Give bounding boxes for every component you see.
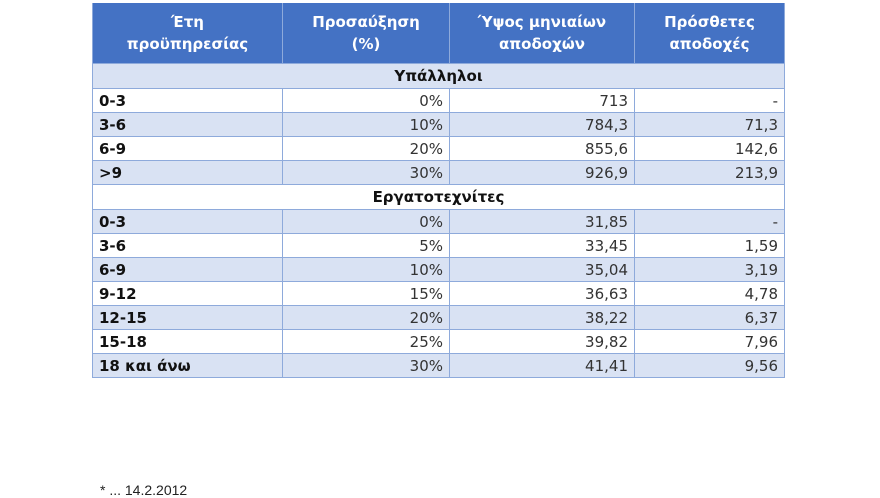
monthly-cell: 36,63 xyxy=(449,281,635,306)
header-additional-pay: Πρόσθετες αποδοχές xyxy=(634,3,785,64)
increase-cell: 5% xyxy=(282,233,450,258)
years-cell: 12-15 xyxy=(92,305,283,330)
monthly-cell: 855,6 xyxy=(449,136,635,161)
years-cell: 6-9 xyxy=(92,257,283,282)
additional-cell: 6,37 xyxy=(634,305,785,330)
table-row: 12-15 20% 38,22 6,37 xyxy=(92,305,785,330)
header-increase: Προσαύξηση (%) xyxy=(282,3,450,64)
additional-cell: 3,19 xyxy=(634,257,785,282)
increase-cell: 25% xyxy=(282,329,450,354)
years-cell: 0-3 xyxy=(92,209,283,234)
table-row: 6-9 10% 35,04 3,19 xyxy=(92,257,785,282)
additional-cell: 9,56 xyxy=(634,353,785,378)
monthly-cell: 784,3 xyxy=(449,112,635,137)
table-row: 9-12 15% 36,63 4,78 xyxy=(92,281,785,306)
section-row-workers: Εργατοτεχνίτες xyxy=(92,184,785,210)
years-cell: 9-12 xyxy=(92,281,283,306)
additional-cell: 7,96 xyxy=(634,329,785,354)
increase-cell: 20% xyxy=(282,136,450,161)
additional-cell: 71,3 xyxy=(634,112,785,137)
section-row-employees: Υπάλληλοι xyxy=(92,63,785,89)
monthly-cell: 41,41 xyxy=(449,353,635,378)
increase-cell: 0% xyxy=(282,88,450,113)
additional-cell: 142,6 xyxy=(634,136,785,161)
increase-cell: 10% xyxy=(282,112,450,137)
increase-cell: 0% xyxy=(282,209,450,234)
years-cell: 0-3 xyxy=(92,88,283,113)
additional-cell: 213,9 xyxy=(634,160,785,185)
monthly-cell: 33,45 xyxy=(449,233,635,258)
increase-cell: 15% xyxy=(282,281,450,306)
years-cell: 18 και άνω xyxy=(92,353,283,378)
increase-cell: 20% xyxy=(282,305,450,330)
table-row: 6-9 20% 855,6 142,6 xyxy=(92,136,785,161)
table-row: 3-6 5% 33,45 1,59 xyxy=(92,233,785,258)
footnote: * ... 14.2.2012 xyxy=(100,482,188,498)
monthly-cell: 35,04 xyxy=(449,257,635,282)
additional-cell: - xyxy=(634,209,785,234)
years-cell: 3-6 xyxy=(92,112,283,137)
increase-cell: 10% xyxy=(282,257,450,282)
table-row: 0-3 0% 31,85 - xyxy=(92,209,785,234)
additional-cell: - xyxy=(634,88,785,113)
years-cell: 3-6 xyxy=(92,233,283,258)
header-years: Έτη προϋπηρεσίας xyxy=(92,3,283,64)
section-title: Υπάλληλοι xyxy=(92,63,785,89)
years-cell: 6-9 xyxy=(92,136,283,161)
salary-table: Έτη προϋπηρεσίας Προσαύξηση (%) Ύψος μηνια… xyxy=(92,3,785,378)
header-monthly-pay: Ύψος μηνιαίων αποδοχών xyxy=(449,3,635,64)
years-cell: >9 xyxy=(92,160,283,185)
monthly-cell: 39,82 xyxy=(449,329,635,354)
monthly-cell: 926,9 xyxy=(449,160,635,185)
section-title: Εργατοτεχνίτες xyxy=(92,184,785,210)
table-row: 15-18 25% 39,82 7,96 xyxy=(92,329,785,354)
table-row: >9 30% 926,9 213,9 xyxy=(92,160,785,185)
table-row: 18 και άνω 30% 41,41 9,56 xyxy=(92,353,785,378)
additional-cell: 1,59 xyxy=(634,233,785,258)
monthly-cell: 713 xyxy=(449,88,635,113)
table-row: 0-3 0% 713 - xyxy=(92,88,785,113)
increase-cell: 30% xyxy=(282,353,450,378)
monthly-cell: 38,22 xyxy=(449,305,635,330)
header-row: Έτη προϋπηρεσίας Προσαύξηση (%) Ύψος μηνια… xyxy=(92,3,785,64)
years-cell: 15-18 xyxy=(92,329,283,354)
additional-cell: 4,78 xyxy=(634,281,785,306)
increase-cell: 30% xyxy=(282,160,450,185)
monthly-cell: 31,85 xyxy=(449,209,635,234)
table-row: 3-6 10% 784,3 71,3 xyxy=(92,112,785,137)
